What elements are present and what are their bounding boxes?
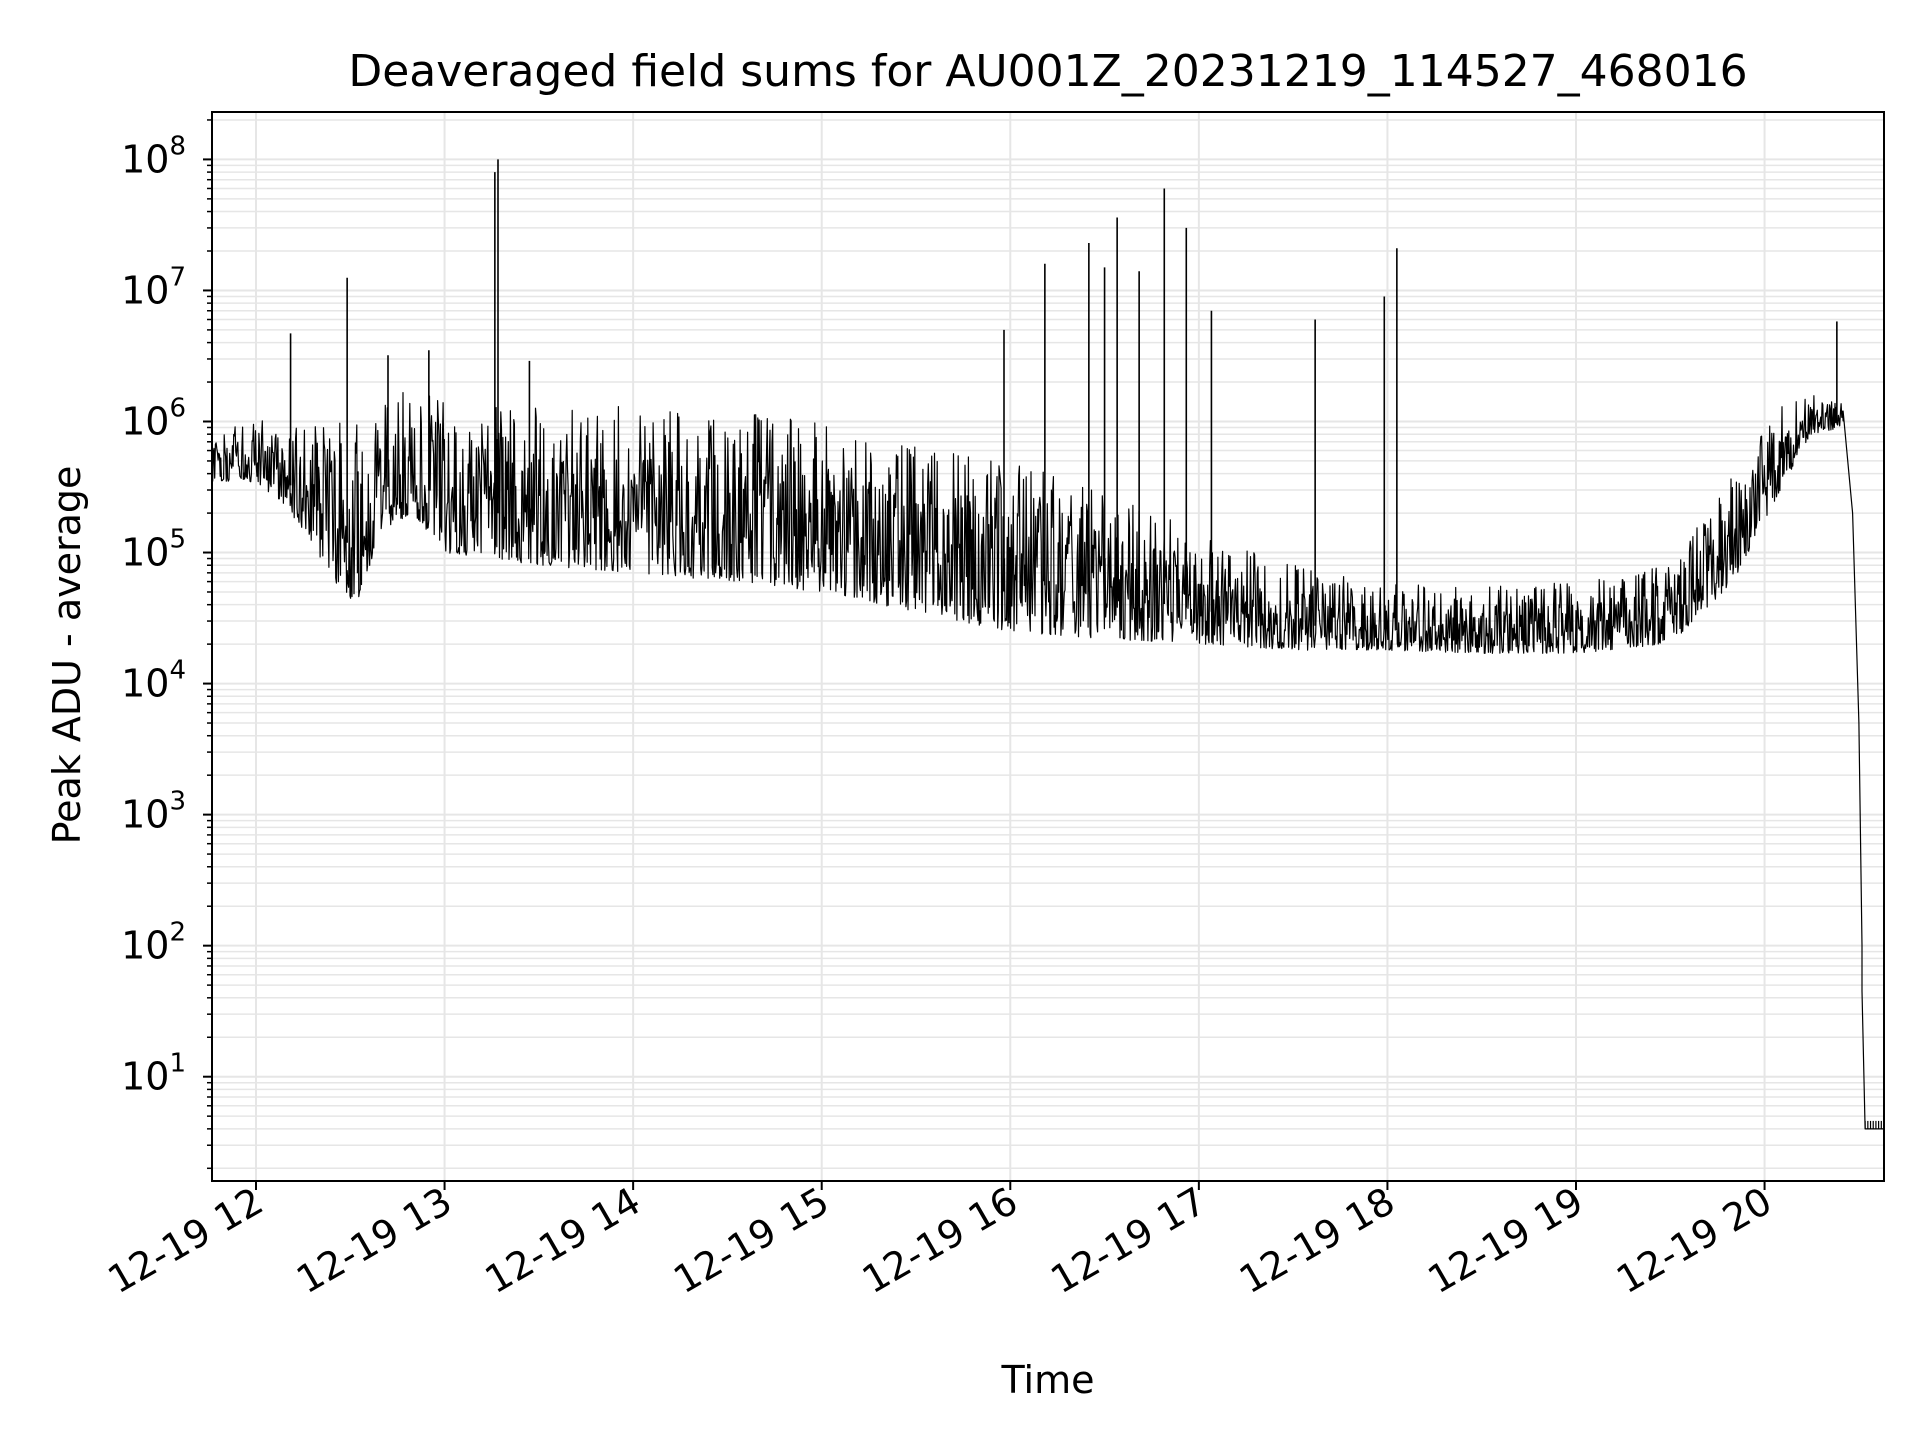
chart-title: Deaveraged field sums for AU001Z_2023121… bbox=[348, 46, 1747, 97]
y-tick-label: 106 bbox=[121, 393, 186, 443]
minor-gridlines bbox=[212, 119, 1884, 1170]
y-tick-label: 108 bbox=[121, 131, 186, 181]
y-tick-label: 104 bbox=[121, 656, 186, 706]
y-tick-label: 101 bbox=[121, 1049, 186, 1099]
y-axis: 101 102 103 104 105 106 107 108 bbox=[121, 119, 212, 1170]
y-tick-label: 107 bbox=[121, 262, 186, 312]
y-axis-label: Peak ADU - average bbox=[45, 466, 89, 845]
y-tick-label: 103 bbox=[121, 787, 186, 837]
y-tick-label: 105 bbox=[121, 525, 186, 575]
plot-frame bbox=[211, 111, 1885, 1182]
data-series bbox=[211, 159, 1885, 1130]
y-tick-label: 102 bbox=[121, 918, 186, 968]
series-line bbox=[211, 392, 1884, 1130]
x-axis-label: Time bbox=[1001, 1358, 1095, 1402]
